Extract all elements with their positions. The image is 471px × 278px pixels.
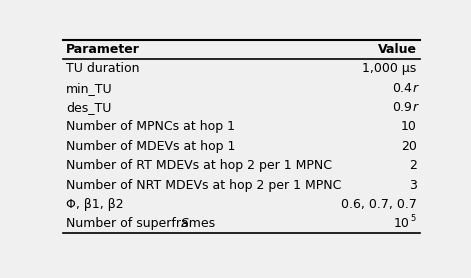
Text: TU duration: TU duration bbox=[66, 62, 140, 75]
Text: Number of MDEVs at hop 1: Number of MDEVs at hop 1 bbox=[66, 140, 236, 153]
Text: 2: 2 bbox=[409, 159, 417, 172]
Text: r: r bbox=[412, 82, 417, 95]
Text: 10: 10 bbox=[401, 120, 417, 133]
Text: Number of RT MDEVs at hop 2 per 1 MPNC: Number of RT MDEVs at hop 2 per 1 MPNC bbox=[66, 159, 332, 172]
Text: 0.4: 0.4 bbox=[392, 82, 412, 95]
Text: Number of NRT MDEVs at hop 2 per 1 MPNC: Number of NRT MDEVs at hop 2 per 1 MPNC bbox=[66, 178, 341, 192]
Text: Φ, β1, β2: Φ, β1, β2 bbox=[66, 198, 124, 211]
Text: Number of superframes: Number of superframes bbox=[66, 217, 219, 230]
Text: 3: 3 bbox=[409, 178, 417, 192]
Text: 5: 5 bbox=[410, 214, 415, 223]
Text: r: r bbox=[412, 101, 417, 114]
Text: Parameter: Parameter bbox=[66, 43, 140, 56]
Text: 0.6, 0.7, 0.7: 0.6, 0.7, 0.7 bbox=[341, 198, 417, 211]
Text: min_TU: min_TU bbox=[66, 82, 113, 95]
Text: 0.9: 0.9 bbox=[392, 101, 412, 114]
Text: 20: 20 bbox=[401, 140, 417, 153]
Text: Value: Value bbox=[378, 43, 417, 56]
Text: 1,000 μs: 1,000 μs bbox=[362, 62, 417, 75]
Text: S: S bbox=[181, 217, 189, 230]
Text: des_TU: des_TU bbox=[66, 101, 112, 114]
Text: 10: 10 bbox=[394, 217, 410, 230]
Text: Number of MPNCs at hop 1: Number of MPNCs at hop 1 bbox=[66, 120, 235, 133]
